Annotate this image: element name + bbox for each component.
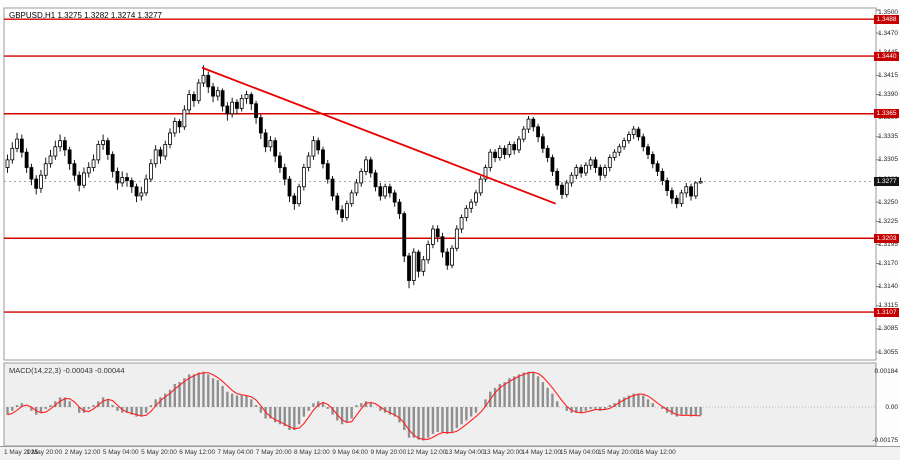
time-axis-strip <box>0 446 900 460</box>
